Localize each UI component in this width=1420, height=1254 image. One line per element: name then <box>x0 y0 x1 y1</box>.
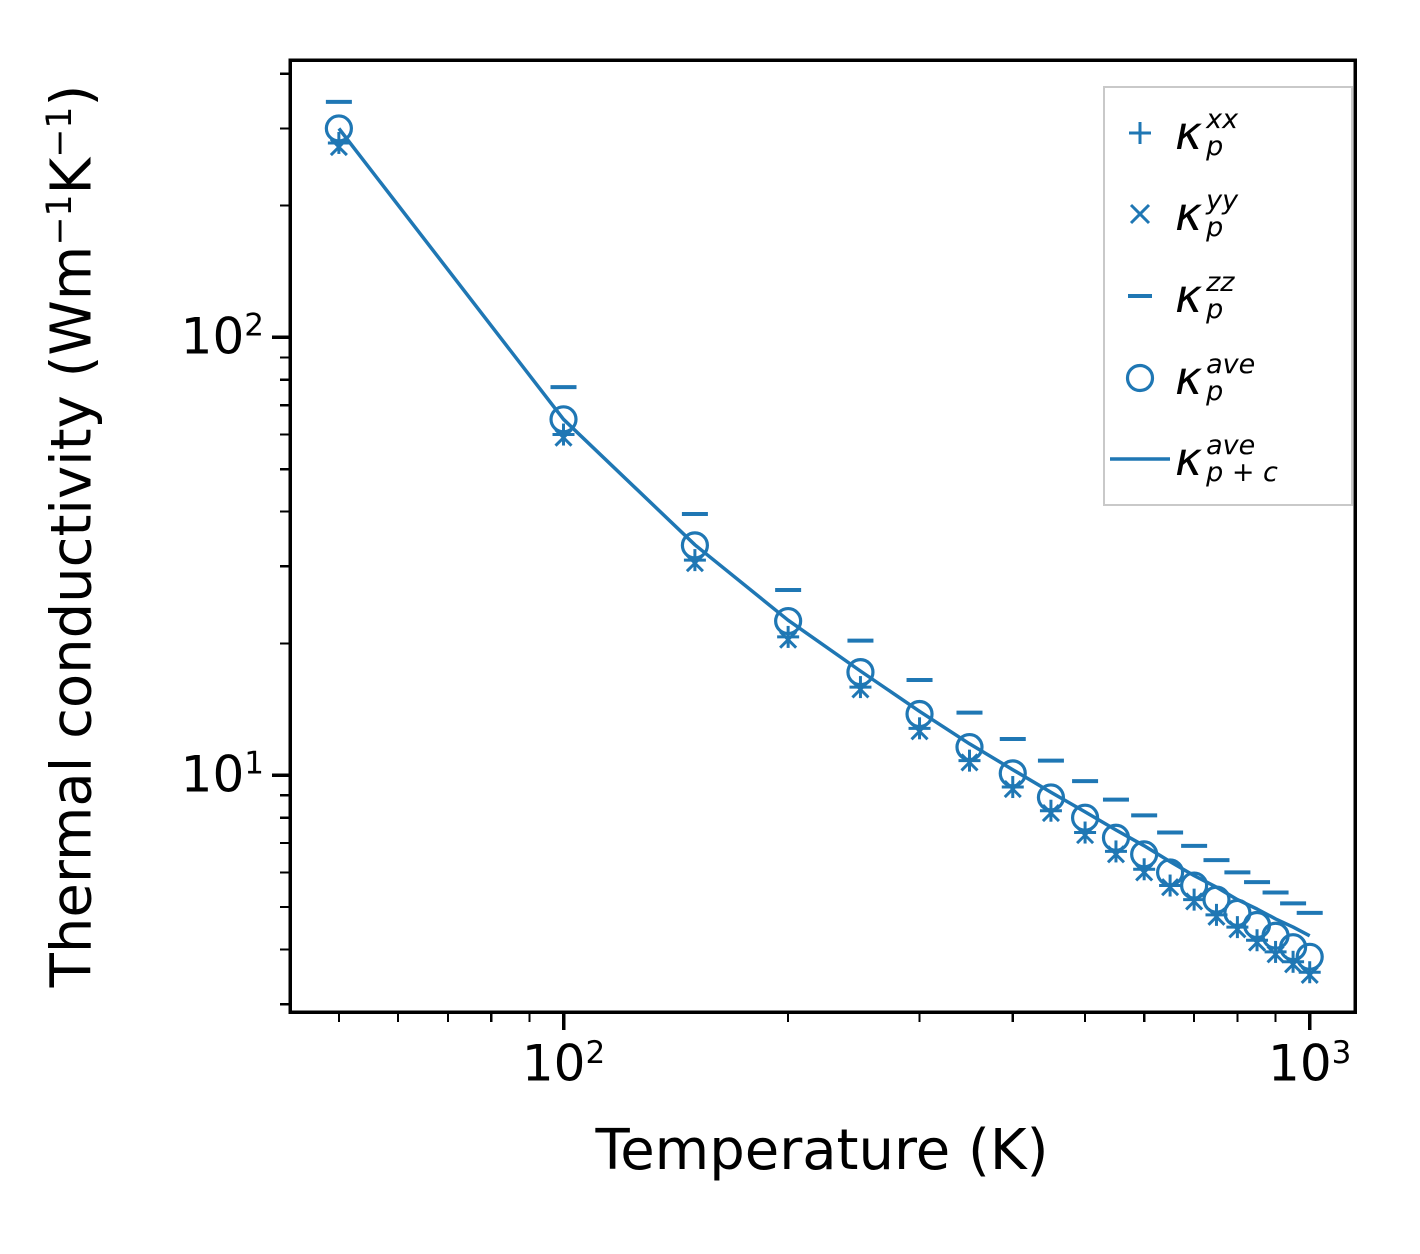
x-tick-label: 102 <box>521 1034 606 1093</box>
legend-label: κ xx p <box>1175 103 1239 162</box>
legend-entry: κ zz p <box>1105 258 1351 334</box>
y-tick-label: 102 <box>180 307 264 366</box>
legend-label: κ ave p + c <box>1175 430 1278 489</box>
legend-label: κ ave p <box>1175 348 1256 407</box>
hline-marker-icon <box>1128 293 1152 298</box>
legend-label: κ zz p <box>1175 266 1235 325</box>
x-tick-label: 103 <box>1268 1034 1352 1093</box>
kappa-symbol: κ <box>1175 268 1203 323</box>
series-kappa-p-plus-c-ave-line <box>337 127 1311 938</box>
legend-entry: κ yy p <box>1105 176 1351 252</box>
series-kappa-p-ave <box>324 114 1324 971</box>
plot-spines <box>288 58 1357 1014</box>
series-kappa-p-zz <box>325 99 1323 915</box>
y-tick-label: 101 <box>180 745 264 804</box>
legend-entry: κ ave p <box>1105 340 1351 416</box>
x-marker-icon <box>1129 204 1151 225</box>
kappa-symbol: κ <box>1175 105 1203 160</box>
circle-marker-icon <box>1125 363 1155 392</box>
legend: κ xx p κ yy p κ zz p κ ave p κ ave p + c <box>1103 86 1353 506</box>
legend-entry: κ ave p + c <box>1105 421 1351 497</box>
y-axis-label: Thermal conductivity (Wm−1K−1) <box>39 84 105 988</box>
line-marker-icon <box>1110 457 1170 461</box>
kappa-symbol: κ <box>1175 187 1203 242</box>
legend-label: κ yy p <box>1175 185 1239 244</box>
legend-entry: κ xx p <box>1105 95 1351 171</box>
kappa-symbol: κ <box>1175 432 1203 487</box>
plus-marker-icon <box>1129 121 1151 144</box>
x-axis-label: Temperature (K) <box>595 1118 1049 1183</box>
kappa-symbol: κ <box>1175 350 1203 405</box>
